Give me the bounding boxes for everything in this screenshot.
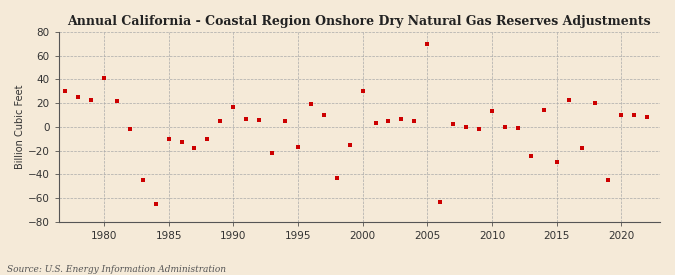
Point [448, 122, 458, 127]
Point [642, 115, 653, 120]
Point [137, 178, 148, 182]
Point [396, 116, 407, 121]
Point [319, 113, 329, 117]
Point [422, 42, 433, 46]
Point [202, 136, 213, 141]
Point [487, 109, 497, 114]
Point [176, 140, 187, 144]
Point [538, 108, 549, 112]
Point [590, 101, 601, 105]
Point [267, 151, 277, 155]
Point [577, 146, 588, 150]
Point [616, 113, 626, 117]
Point [564, 97, 575, 102]
Point [111, 98, 122, 103]
Point [628, 113, 639, 117]
Point [603, 178, 614, 182]
Point [370, 121, 381, 125]
Point [254, 117, 265, 122]
Point [306, 102, 317, 106]
Point [383, 119, 394, 123]
Point [460, 125, 471, 129]
Point [189, 146, 200, 150]
Point [73, 95, 84, 99]
Point [292, 145, 303, 149]
Point [228, 104, 239, 109]
Point [279, 119, 290, 123]
Point [525, 154, 536, 159]
Point [215, 119, 225, 123]
Point [500, 125, 510, 129]
Point [435, 199, 446, 204]
Point [331, 176, 342, 180]
Point [409, 119, 420, 123]
Point [99, 76, 109, 80]
Point [512, 126, 523, 130]
Y-axis label: Billion Cubic Feet: Billion Cubic Feet [15, 85, 25, 169]
Point [551, 160, 562, 165]
Point [124, 127, 135, 131]
Point [241, 116, 252, 121]
Point [86, 97, 97, 102]
Point [163, 136, 174, 141]
Point [357, 89, 368, 94]
Point [151, 202, 161, 206]
Title: Annual California - Coastal Region Onshore Dry Natural Gas Reserves Adjustments: Annual California - Coastal Region Onsho… [68, 15, 651, 28]
Point [60, 89, 71, 94]
Point [474, 127, 485, 131]
Text: Source: U.S. Energy Information Administration: Source: U.S. Energy Information Administ… [7, 265, 225, 274]
Point [344, 142, 355, 147]
